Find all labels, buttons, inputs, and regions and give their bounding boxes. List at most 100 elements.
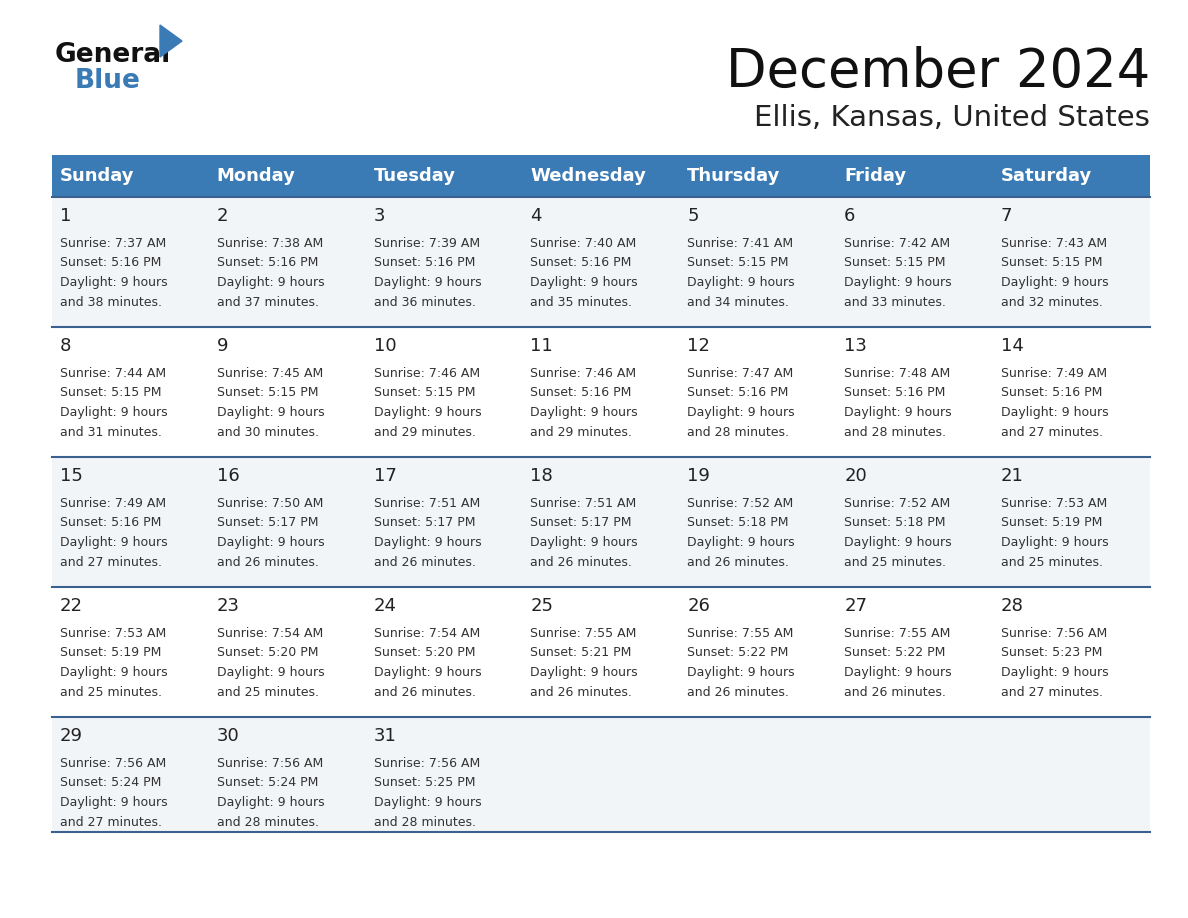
Text: Sunset: 5:17 PM: Sunset: 5:17 PM: [373, 517, 475, 530]
Text: Daylight: 9 hours: Daylight: 9 hours: [688, 406, 795, 419]
Text: Sunset: 5:16 PM: Sunset: 5:16 PM: [1001, 386, 1102, 399]
Text: and 29 minutes.: and 29 minutes.: [373, 426, 475, 439]
Text: Sunset: 5:21 PM: Sunset: 5:21 PM: [530, 646, 632, 659]
Bar: [523, 155, 680, 197]
Bar: [366, 457, 523, 587]
Text: and 25 minutes.: and 25 minutes.: [1001, 555, 1102, 568]
Text: Sunrise: 7:50 AM: Sunrise: 7:50 AM: [216, 497, 323, 510]
Text: Daylight: 9 hours: Daylight: 9 hours: [1001, 406, 1108, 419]
Text: Sunrise: 7:54 AM: Sunrise: 7:54 AM: [216, 627, 323, 640]
Text: and 25 minutes.: and 25 minutes.: [216, 686, 318, 699]
Text: Sunrise: 7:43 AM: Sunrise: 7:43 AM: [1001, 237, 1107, 250]
Bar: [366, 717, 523, 832]
Text: 1: 1: [59, 207, 71, 225]
Text: Sunset: 5:24 PM: Sunset: 5:24 PM: [216, 777, 318, 789]
Text: and 28 minutes.: and 28 minutes.: [373, 815, 475, 829]
Bar: [836, 197, 993, 327]
Text: and 26 minutes.: and 26 minutes.: [845, 686, 946, 699]
Text: 9: 9: [216, 337, 228, 355]
Text: and 26 minutes.: and 26 minutes.: [688, 555, 789, 568]
Bar: [52, 587, 209, 717]
Text: Sunrise: 7:56 AM: Sunrise: 7:56 AM: [373, 757, 480, 770]
Text: Daylight: 9 hours: Daylight: 9 hours: [216, 406, 324, 419]
Text: Daylight: 9 hours: Daylight: 9 hours: [688, 276, 795, 289]
Text: Tuesday: Tuesday: [373, 167, 455, 185]
Bar: [993, 155, 1150, 197]
Text: Sunrise: 7:55 AM: Sunrise: 7:55 AM: [688, 627, 794, 640]
Bar: [993, 197, 1150, 327]
Text: 7: 7: [1001, 207, 1012, 225]
Text: Daylight: 9 hours: Daylight: 9 hours: [216, 666, 324, 679]
Text: and 26 minutes.: and 26 minutes.: [530, 555, 632, 568]
Bar: [52, 457, 209, 587]
Text: Sunset: 5:16 PM: Sunset: 5:16 PM: [373, 256, 475, 270]
Text: Daylight: 9 hours: Daylight: 9 hours: [845, 276, 952, 289]
Text: Daylight: 9 hours: Daylight: 9 hours: [688, 536, 795, 549]
Text: 18: 18: [530, 467, 554, 485]
Text: Thursday: Thursday: [688, 167, 781, 185]
Text: Sunset: 5:15 PM: Sunset: 5:15 PM: [688, 256, 789, 270]
Text: and 26 minutes.: and 26 minutes.: [373, 686, 475, 699]
Text: Daylight: 9 hours: Daylight: 9 hours: [530, 536, 638, 549]
Polygon shape: [160, 25, 182, 57]
Text: 4: 4: [530, 207, 542, 225]
Bar: [993, 717, 1150, 832]
Bar: [209, 457, 366, 587]
Text: Sunrise: 7:37 AM: Sunrise: 7:37 AM: [59, 237, 166, 250]
Text: 25: 25: [530, 597, 554, 615]
Bar: [680, 717, 836, 832]
Text: Sunset: 5:16 PM: Sunset: 5:16 PM: [59, 256, 162, 270]
Text: Sunset: 5:15 PM: Sunset: 5:15 PM: [59, 386, 162, 399]
Bar: [366, 587, 523, 717]
Text: Sunrise: 7:40 AM: Sunrise: 7:40 AM: [530, 237, 637, 250]
Text: Sunrise: 7:52 AM: Sunrise: 7:52 AM: [845, 497, 950, 510]
Text: Sunrise: 7:56 AM: Sunrise: 7:56 AM: [59, 757, 166, 770]
Text: 28: 28: [1001, 597, 1024, 615]
Bar: [52, 717, 209, 832]
Bar: [680, 587, 836, 717]
Text: and 27 minutes.: and 27 minutes.: [59, 555, 162, 568]
Bar: [209, 327, 366, 457]
Text: 10: 10: [373, 337, 396, 355]
Text: Sunset: 5:17 PM: Sunset: 5:17 PM: [216, 517, 318, 530]
Text: 20: 20: [845, 467, 867, 485]
Bar: [836, 155, 993, 197]
Text: Sunrise: 7:52 AM: Sunrise: 7:52 AM: [688, 497, 794, 510]
Bar: [523, 457, 680, 587]
Text: Sunday: Sunday: [59, 167, 134, 185]
Text: Daylight: 9 hours: Daylight: 9 hours: [373, 796, 481, 809]
Text: Sunrise: 7:41 AM: Sunrise: 7:41 AM: [688, 237, 794, 250]
Text: and 35 minutes.: and 35 minutes.: [530, 296, 632, 308]
Text: 12: 12: [688, 337, 710, 355]
Bar: [836, 717, 993, 832]
Text: 11: 11: [530, 337, 554, 355]
Text: and 27 minutes.: and 27 minutes.: [1001, 426, 1102, 439]
Text: and 38 minutes.: and 38 minutes.: [59, 296, 162, 308]
Text: Daylight: 9 hours: Daylight: 9 hours: [688, 666, 795, 679]
Text: and 30 minutes.: and 30 minutes.: [216, 426, 318, 439]
Text: Sunset: 5:19 PM: Sunset: 5:19 PM: [1001, 517, 1102, 530]
Text: and 26 minutes.: and 26 minutes.: [373, 555, 475, 568]
Text: and 34 minutes.: and 34 minutes.: [688, 296, 789, 308]
Text: Daylight: 9 hours: Daylight: 9 hours: [845, 666, 952, 679]
Text: Sunset: 5:16 PM: Sunset: 5:16 PM: [530, 256, 632, 270]
Text: Sunrise: 7:49 AM: Sunrise: 7:49 AM: [59, 497, 166, 510]
Text: Sunrise: 7:53 AM: Sunrise: 7:53 AM: [1001, 497, 1107, 510]
Bar: [680, 457, 836, 587]
Text: Daylight: 9 hours: Daylight: 9 hours: [373, 666, 481, 679]
Text: Sunset: 5:15 PM: Sunset: 5:15 PM: [1001, 256, 1102, 270]
Bar: [680, 155, 836, 197]
Text: Sunrise: 7:55 AM: Sunrise: 7:55 AM: [845, 627, 950, 640]
Bar: [209, 197, 366, 327]
Text: General: General: [55, 42, 171, 68]
Text: Sunset: 5:24 PM: Sunset: 5:24 PM: [59, 777, 162, 789]
Text: Sunrise: 7:39 AM: Sunrise: 7:39 AM: [373, 237, 480, 250]
Text: Sunrise: 7:54 AM: Sunrise: 7:54 AM: [373, 627, 480, 640]
Text: Sunrise: 7:56 AM: Sunrise: 7:56 AM: [216, 757, 323, 770]
Text: 31: 31: [373, 727, 397, 745]
Bar: [366, 197, 523, 327]
Text: Daylight: 9 hours: Daylight: 9 hours: [59, 406, 168, 419]
Text: and 26 minutes.: and 26 minutes.: [216, 555, 318, 568]
Text: and 29 minutes.: and 29 minutes.: [530, 426, 632, 439]
Text: Sunset: 5:19 PM: Sunset: 5:19 PM: [59, 646, 162, 659]
